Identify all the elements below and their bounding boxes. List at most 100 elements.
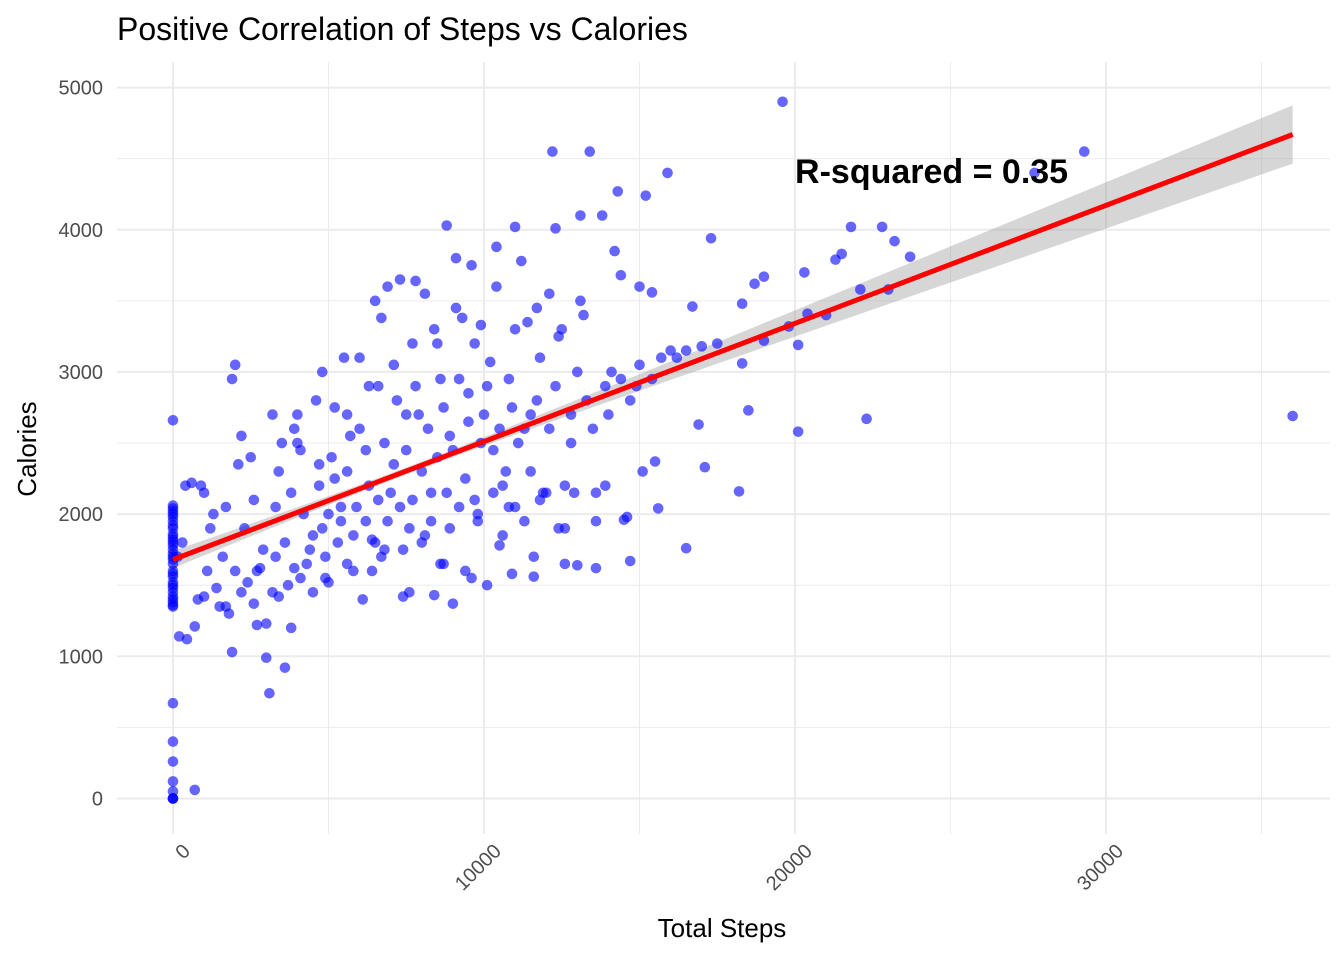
data-point [267,409,278,420]
data-point [792,339,804,351]
data-point [565,437,577,449]
data-point [876,221,888,233]
data-point [394,501,406,513]
data-point [285,622,297,634]
data-point [590,562,602,574]
data-point [450,302,462,314]
data-point [503,373,515,385]
data-point [189,621,201,632]
regression-line [172,132,1294,562]
data-point [425,487,437,499]
data-point [590,515,602,527]
data-point [181,633,193,645]
data-point [264,687,275,699]
data-point [699,461,711,473]
data-point [304,544,316,555]
data-point [313,480,325,491]
data-point [341,558,353,570]
data-point [167,776,179,787]
data-point [693,419,704,430]
data-point [201,565,213,577]
data-point [441,220,452,231]
data-point [348,565,359,577]
data-point [855,284,866,295]
data-point [758,271,770,282]
data-point [251,619,263,631]
data-point [242,577,253,588]
y-tick-label: 1000 [59,646,104,668]
y-tick-label: 2000 [59,504,104,526]
data-point [578,309,589,321]
y-tick-label: 4000 [59,220,104,242]
data-point [450,252,462,264]
data-point [220,601,232,612]
data-point [307,587,319,598]
data-point [407,338,418,349]
regression-line-layer [172,132,1294,562]
data-point [506,402,518,413]
data-point [379,437,390,449]
y-tick-label: 5000 [59,78,104,100]
data-point [273,591,285,602]
data-point [488,444,499,456]
data-point [444,523,456,534]
data-point [363,380,375,392]
data-point [531,395,543,406]
data-point [503,501,515,513]
data-point [456,312,468,324]
data-point [320,551,331,563]
data-point [292,409,303,420]
y-tick-label: 0 [92,788,103,810]
data-point [491,281,502,292]
data-point [491,241,502,253]
data-point [341,409,353,420]
data-point [167,756,179,767]
data-point [338,352,350,364]
data-point [534,494,546,506]
data-point [313,459,325,470]
data-point [391,395,403,406]
data-point [696,341,708,352]
data-point [404,587,415,598]
data-point [316,366,328,378]
grid-lines [117,62,1330,834]
data-point [553,331,564,342]
data-point [226,646,238,658]
data-point [167,414,179,426]
data-point [438,402,449,413]
data-point [559,480,571,491]
data-point [634,281,645,292]
data-point [270,501,281,513]
y-axis-title: Calories [12,401,42,496]
data-point [475,319,487,331]
x-tick-label: 30000 [1073,840,1128,895]
data-point [410,380,421,392]
data-point [425,515,437,527]
data-point [233,459,244,470]
data-point [687,301,698,312]
data-point [369,537,381,548]
confidence-band-layer [172,105,1293,569]
data-point [354,352,365,364]
data-point [372,494,384,506]
data-point [316,523,328,534]
data-point [478,409,490,420]
data-point [572,559,583,571]
data-point [525,409,536,420]
data-point [292,437,303,449]
data-point [323,508,334,520]
data-point [904,251,916,263]
data-point [665,345,676,356]
confidence-band [172,105,1293,569]
data-point [326,451,337,463]
data-point [357,594,369,605]
data-point [472,515,484,527]
data-point [186,477,197,489]
data-point [447,598,459,609]
data-point [385,487,397,499]
x-tick-label: 20000 [762,840,817,895]
data-point [354,423,365,435]
data-point [217,551,229,563]
data-point [836,248,847,260]
